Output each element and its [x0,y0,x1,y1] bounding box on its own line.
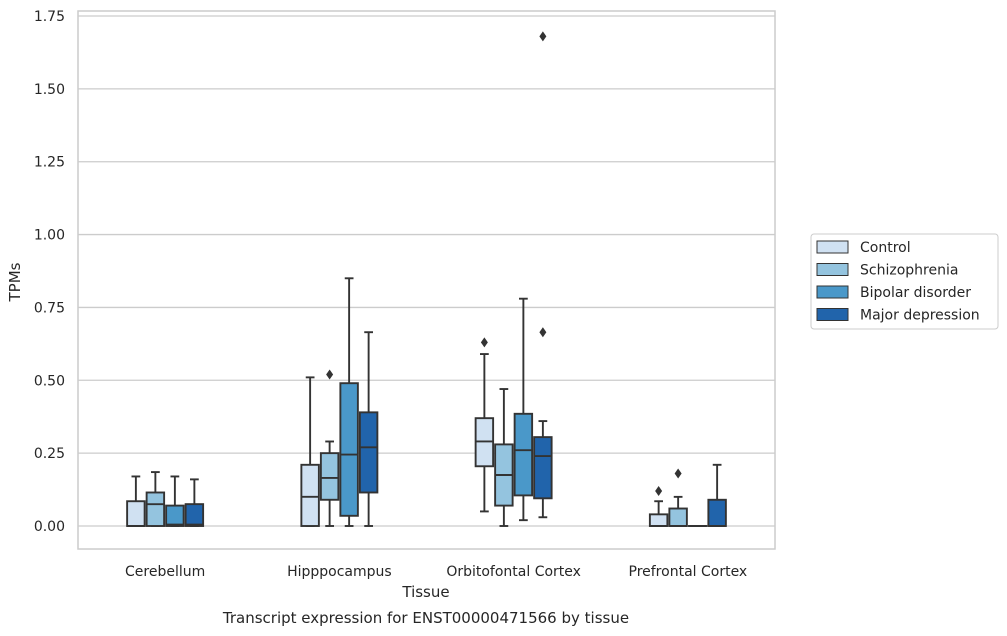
outlier-point [480,337,488,348]
legend-swatch [816,240,849,254]
box-body [668,507,688,527]
box-schizophrenia-4 [668,468,688,527]
legend-swatch [816,263,849,276]
outlier-point [539,327,547,338]
legend: Control Schizophrenia Bipolar disorder Majo… [810,233,999,330]
legend-label: Bipolar disorder [860,285,971,301]
outlier-point [655,486,663,497]
y-axis-title: TPMs [6,262,24,302]
box-bipolar-disorder-2 [339,277,359,527]
y-tick-label: 1.25 [34,155,65,171]
x-axis-ticks: Cerebellum Hipppocampus Orbitofontal Corte… [125,564,747,580]
outlier-point [326,369,334,380]
box-body [707,498,727,527]
box-body [300,463,320,527]
box-schizophrenia-2 [319,369,340,527]
legend-item-major-depression: Major depression [816,308,980,324]
x-tick-label: Hipppocampus [287,564,392,580]
legend-frame [810,233,999,330]
y-tick-label: 0.75 [34,300,65,316]
legend-item-bipolar-disorder: Bipolar disorder [816,285,971,301]
x-axis-title: Tissue [401,583,449,601]
y-tick-label: 0.00 [34,519,65,535]
box-schizophrenia-1 [145,471,166,527]
box-major-depression-2 [358,331,379,527]
box-body [184,503,205,527]
box-control-2 [300,376,320,527]
box-bipolar-disorder-1 [165,475,185,527]
box-body [145,491,166,527]
box-schizophrenia-3 [494,388,514,527]
outlier-point [539,31,547,42]
y-tick-label: 0.25 [34,446,65,462]
box-major-depression-1 [184,478,205,527]
box-body [126,500,146,527]
y-tick-label: 1.75 [34,9,65,25]
y-tick-label: 1.00 [34,228,65,244]
legend-item-schizophrenia: Schizophrenia [816,263,958,279]
box-control-4 [648,486,669,527]
box-body [319,452,340,501]
y-axis-ticks: 0.00 0.25 0.50 0.75 1.00 1.25 1.50 1.75 [34,9,65,535]
x-tick-label: Orbitofontal Cortex [446,564,581,580]
legend-item-control: Control [816,240,911,256]
box-body [165,504,185,527]
box-body [533,436,553,500]
legend-label: Schizophrenia [860,263,958,279]
horizontal-gridlines [78,15,775,527]
outlier-point [674,468,682,479]
box-major-depression-3 [533,31,553,519]
y-tick-label: 0.50 [34,373,65,389]
box-body [358,411,379,494]
x-tick-label: Cerebellum [125,564,205,580]
y-tick-label: 1.50 [34,82,65,98]
box-body [339,382,359,517]
legend-swatch [816,308,849,321]
legend-label: Control [860,240,911,256]
plot-area-frame [77,10,776,550]
legend-swatch [816,285,849,299]
box-major-depression-4 [707,463,727,527]
box-series [126,31,727,527]
box-control-1 [126,475,146,527]
box-control-3 [474,337,495,513]
box-body [513,412,534,497]
x-tick-label: Prefrontal Cortex [629,564,748,580]
box-body [648,513,669,527]
box-bipolar-disorder-3 [513,297,534,522]
chart-caption: Transcript expression for ENST0000047156… [222,609,629,627]
legend-label: Major depression [860,308,980,324]
